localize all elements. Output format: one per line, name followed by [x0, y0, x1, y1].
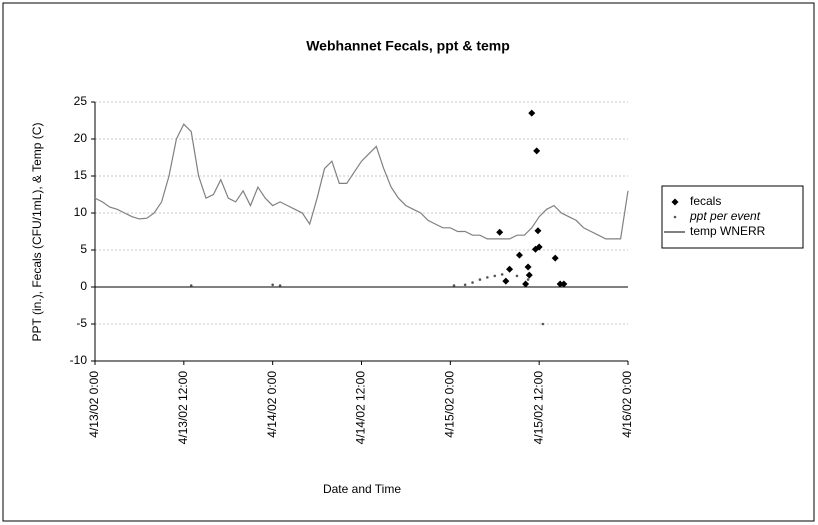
ppt-point — [463, 283, 467, 287]
y-tick-label: 25 — [74, 94, 88, 108]
ppt-point — [471, 281, 474, 284]
ppt-point — [493, 274, 497, 278]
ppt-point — [189, 284, 193, 287]
legend-label: temp WNERR — [690, 224, 766, 238]
x-tick-label: 4/16/02 0:00 — [620, 371, 634, 438]
x-axis-label: Date and Time — [323, 482, 401, 496]
ppt-point — [478, 278, 482, 281]
x-tick-label: 4/15/02 0:00 — [443, 371, 457, 438]
y-tick-label: -5 — [76, 316, 87, 330]
chart-title: Webhannet Fecals, ppt & temp — [306, 38, 510, 54]
ppt-point — [486, 276, 489, 279]
ppt-point — [271, 283, 274, 287]
y-tick-label: 20 — [74, 131, 88, 145]
fecal-point — [496, 228, 504, 236]
y-tick-label: 5 — [80, 242, 87, 256]
fecal-point — [525, 271, 533, 279]
fecal-point — [556, 280, 564, 288]
ppt-point — [278, 284, 282, 287]
x-tick-label: 4/13/02 0:00 — [87, 371, 101, 438]
ppt-point — [515, 274, 519, 278]
x-tick-label: 4/13/02 12:00 — [176, 371, 190, 445]
y-axis-label: PPT (in.), Fecals (CFU/1mL), & Temp (C) — [30, 123, 44, 342]
x-tick-label: 4/14/02 12:00 — [354, 371, 368, 445]
x-tick-label: 4/15/02 12:00 — [531, 371, 545, 445]
temp-line — [94, 123, 629, 240]
fecal-point — [502, 277, 510, 285]
ppt-point — [541, 322, 545, 326]
ppt-point — [452, 284, 456, 287]
legend-label: ppt per event — [689, 209, 761, 223]
legend-marker — [671, 198, 679, 206]
fecal-point — [522, 280, 530, 288]
y-tick-label: -10 — [70, 353, 88, 367]
legend-box — [661, 185, 804, 249]
ppt-point — [500, 273, 504, 276]
fecal-point — [560, 280, 568, 288]
y-tick-label: 10 — [74, 205, 88, 219]
fecal-point — [533, 147, 541, 155]
y-tick-label: 0 — [80, 279, 87, 293]
fecal-point — [551, 254, 559, 262]
x-tick-label: 4/14/02 0:00 — [265, 371, 279, 438]
fecal-point — [531, 245, 539, 253]
legend-marker — [673, 215, 677, 219]
fecal-point — [534, 227, 542, 235]
fecal-point — [524, 263, 532, 271]
ppt-point — [526, 278, 530, 281]
y-tick-label: 15 — [74, 168, 88, 182]
legend-label: fecals — [690, 194, 721, 208]
fecal-point — [515, 251, 523, 259]
fecal-point — [506, 265, 514, 273]
fecal-point — [528, 109, 536, 117]
